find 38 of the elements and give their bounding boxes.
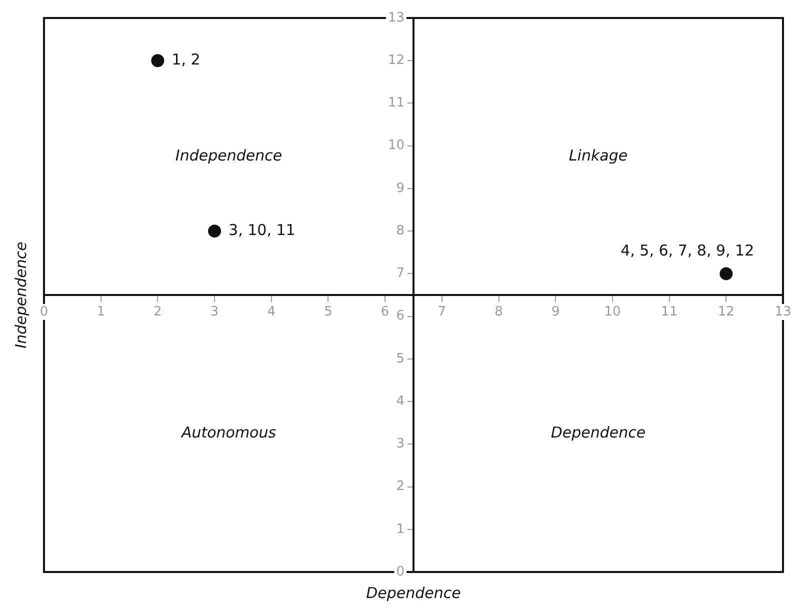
- y-tick-label: 8: [396, 223, 404, 238]
- y-tick-label: 11: [388, 96, 404, 111]
- x-tick-label: 8: [494, 304, 503, 320]
- y-tick-label: 4: [396, 394, 404, 409]
- x-tick-label: 4: [267, 304, 276, 320]
- x-axis-title: Dependence: [366, 584, 461, 602]
- x-tick-label: 1: [96, 304, 105, 320]
- x-tick-label: 12: [718, 304, 734, 320]
- y-tick-label: 2: [396, 479, 404, 494]
- x-tick-label: 0: [40, 304, 48, 320]
- x-tick-label: 7: [438, 304, 446, 320]
- y-tick-label: 3: [396, 436, 404, 452]
- x-tick-label: 10: [604, 304, 621, 320]
- x-tick-label: 3: [210, 304, 219, 320]
- y-tick-label: 9: [396, 180, 404, 196]
- annotation: Dependence: [550, 423, 646, 442]
- y-tick-label: 5: [396, 351, 404, 366]
- y-tick-label: 12: [388, 52, 404, 68]
- y-tick-label: 0: [396, 564, 404, 580]
- y-axis-title: Independence: [12, 242, 30, 348]
- x-tick-label: 11: [661, 304, 678, 320]
- annotation: 4, 5, 6, 7, 8, 9, 12: [620, 242, 754, 260]
- annotation: 3, 10, 11: [228, 220, 296, 239]
- annotation: Linkage: [568, 146, 628, 164]
- annotation: Independence: [175, 146, 282, 164]
- annotation: 1, 2: [172, 50, 200, 69]
- annotation: Autonomous: [180, 423, 276, 442]
- y-tick-label: 7: [396, 266, 404, 282]
- y-tick-label: 1: [396, 522, 404, 537]
- x-tick-label: 5: [324, 304, 332, 320]
- point: [720, 267, 733, 280]
- point: [151, 54, 164, 68]
- y-tick-label: 10: [388, 138, 404, 154]
- point: [208, 224, 222, 238]
- x-tick-label: 9: [551, 304, 560, 320]
- y-tick-label: 13: [388, 10, 404, 26]
- x-tick-label: 2: [154, 304, 162, 320]
- x-tick-label: 13: [774, 304, 792, 320]
